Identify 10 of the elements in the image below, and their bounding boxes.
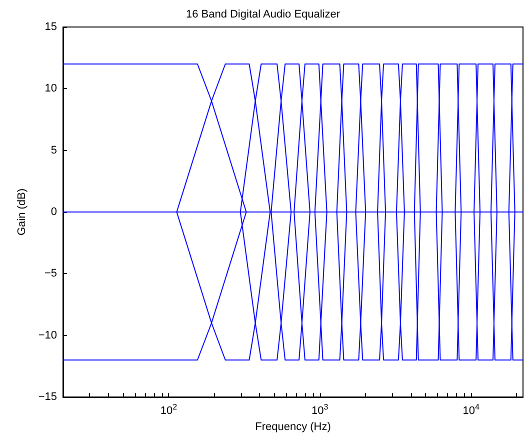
- y-tick-label: 15: [44, 21, 57, 33]
- y-tick-label: 0: [50, 206, 57, 218]
- y-tick-label: 10: [44, 82, 57, 95]
- y-tick-label: 5: [50, 144, 57, 156]
- y-axis-title: Gain (dB): [16, 188, 28, 236]
- y-tick-label: −15: [38, 391, 57, 403]
- chart-title: 16 Band Digital Audio Equalizer: [186, 8, 340, 20]
- x-axis-title: Frequency (Hz): [255, 420, 331, 433]
- y-tick-label: −10: [38, 329, 57, 342]
- y-tick-label: −5: [44, 268, 57, 280]
